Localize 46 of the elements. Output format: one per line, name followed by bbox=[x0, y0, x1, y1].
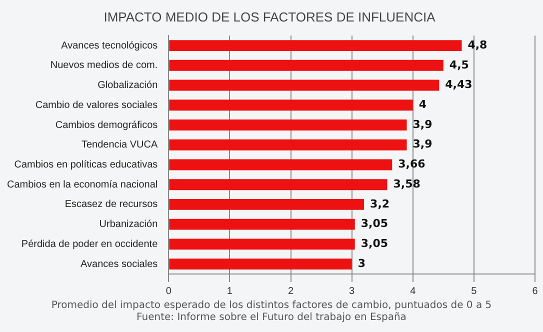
bar bbox=[169, 258, 352, 270]
bar bbox=[169, 238, 355, 250]
bar bbox=[169, 40, 462, 51]
data-label: 4,43 bbox=[445, 78, 472, 92]
data-label: 4 bbox=[418, 98, 427, 111]
source-note: Fuente: Informe sobre el Futuro del trabajo en España bbox=[136, 312, 408, 324]
y-tick-label: Globalización bbox=[98, 80, 158, 92]
x-tick-label: 5 bbox=[471, 286, 478, 297]
y-tick-label: Urbanización bbox=[99, 219, 158, 230]
bar bbox=[169, 80, 440, 91]
data-label: 3,9 bbox=[412, 138, 432, 151]
y-tick-label: Cambios en políticas educativas bbox=[14, 159, 158, 170]
data-label: 3,66 bbox=[398, 158, 426, 171]
data-label: 3,9 bbox=[412, 118, 432, 131]
y-tick-label: Avances tecnológicos bbox=[61, 40, 158, 52]
chart-title: IMPACTO MEDIO DE LOS FACTORES DE INFLUENCIA bbox=[104, 9, 436, 24]
bar bbox=[169, 179, 388, 190]
x-tick-label: 4 bbox=[410, 286, 416, 297]
x-tick-label: 6 bbox=[532, 286, 538, 297]
x-tick-label: 3 bbox=[349, 286, 356, 297]
bar bbox=[169, 218, 355, 230]
text: Promedio del impacto esperado de los distintos factores de cambio, puntuados de 0 a 5 bbox=[50, 300, 493, 312]
y-tick-label: Nuevos medios de com. bbox=[50, 60, 158, 72]
data-label: 3,05 bbox=[360, 237, 388, 250]
y-tick-label: Cambio de valores sociales bbox=[35, 100, 158, 111]
data-label: 3,2 bbox=[370, 197, 390, 210]
data-label: 4,8 bbox=[468, 38, 488, 52]
bar bbox=[169, 139, 407, 150]
bar bbox=[169, 159, 392, 170]
data-label: 3,05 bbox=[360, 217, 388, 230]
bar bbox=[169, 199, 364, 210]
x-tick-label: 1 bbox=[226, 286, 233, 297]
x-tick-label: 0 bbox=[166, 286, 172, 297]
data-label: 4,5 bbox=[449, 58, 469, 72]
bar bbox=[169, 60, 444, 71]
y-tick-label: Cambios demográficos bbox=[55, 120, 158, 131]
bar bbox=[169, 100, 413, 111]
y-tick-label: Escasez de recursos bbox=[64, 199, 158, 210]
x-tick-label: 2 bbox=[288, 286, 294, 297]
y-tick-label: Pérdida de poder en occidente bbox=[21, 238, 158, 250]
y-tick-label: Avances sociales bbox=[80, 258, 158, 270]
data-label: 3,58 bbox=[393, 177, 420, 190]
bar bbox=[169, 120, 407, 130]
y-tick-label: Cambios en la economía nacional bbox=[6, 179, 158, 190]
data-label: 3 bbox=[358, 256, 366, 270]
y-tick-label: Tendencia VUCA bbox=[81, 140, 158, 151]
